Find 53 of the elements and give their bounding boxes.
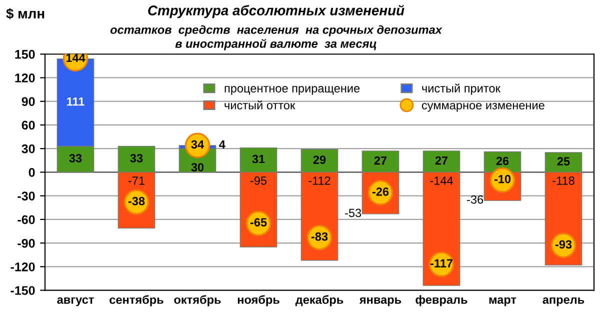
- data-label: -117: [430, 259, 452, 268]
- y-tick-label: 30: [22, 144, 35, 154]
- data-label: -26: [372, 187, 389, 196]
- data-label: -38: [128, 196, 145, 206]
- data-label: 33: [130, 154, 143, 162]
- x-tick-label: февраль: [416, 295, 468, 306]
- y-tick-label: 120: [15, 74, 35, 82]
- data-label: 30: [191, 163, 204, 172]
- x-tick-label: ноябрь: [238, 295, 280, 306]
- x-tick-label: сентябрь: [110, 295, 164, 306]
- x-tick-label: декабрь: [295, 295, 344, 306]
- data-label: 27: [374, 156, 387, 165]
- y-tick-label: -150: [10, 286, 35, 295]
- x-tick-label: январь: [359, 297, 402, 306]
- x-tick-label: октябрь: [174, 295, 221, 306]
- data-label: 33: [69, 154, 82, 162]
- data-label: -53: [345, 208, 362, 218]
- data-label: 4: [219, 140, 226, 148]
- data-label: -112: [308, 176, 330, 185]
- data-label: -71: [128, 176, 144, 185]
- data-label: -83: [311, 232, 328, 241]
- data-label: 34: [191, 140, 204, 149]
- data-label: -144: [430, 176, 453, 185]
- data-label: 31: [252, 154, 265, 164]
- data-label: 26: [496, 156, 509, 166]
- y-tick-label: -120: [10, 262, 35, 272]
- x-tick-label: апрель: [542, 297, 584, 306]
- legend-label: процентное приращение: [224, 86, 360, 95]
- y-tick-label: 0: [28, 168, 35, 177]
- legend-label: чистый приток: [422, 84, 500, 95]
- data-label: -118: [552, 176, 574, 185]
- y-tick-label: 150: [15, 50, 35, 59]
- chart-subtitle: остатков средств населения на срочных депозитах в иностранной валюте за месяц: [110, 25, 442, 50]
- y-tick-label: -90: [18, 238, 35, 248]
- data-label: -10: [494, 174, 511, 184]
- x-tick-label: март: [489, 297, 516, 306]
- data-label: 27: [435, 156, 448, 165]
- chart-title: Структура абсолютных изменений: [148, 4, 404, 18]
- data-label: -65: [250, 218, 267, 227]
- y-tick-label: 60: [22, 120, 35, 130]
- legend-label: суммарное изменение: [422, 102, 544, 112]
- y-tick-label: -30: [18, 192, 35, 200]
- data-label: -36: [467, 195, 484, 204]
- data-label: -95: [250, 176, 267, 185]
- y-tick-label: -60: [18, 215, 35, 224]
- x-tick-label: август: [57, 297, 94, 306]
- data-label: 111: [67, 97, 84, 106]
- y-tick-label: 90: [22, 97, 35, 106]
- y-axis-title: $ млн: [6, 8, 44, 20]
- data-label: -93: [555, 240, 572, 249]
- data-label: 25: [557, 157, 570, 166]
- legend-label: чистый отток: [224, 100, 296, 110]
- data-label: 29: [313, 156, 326, 164]
